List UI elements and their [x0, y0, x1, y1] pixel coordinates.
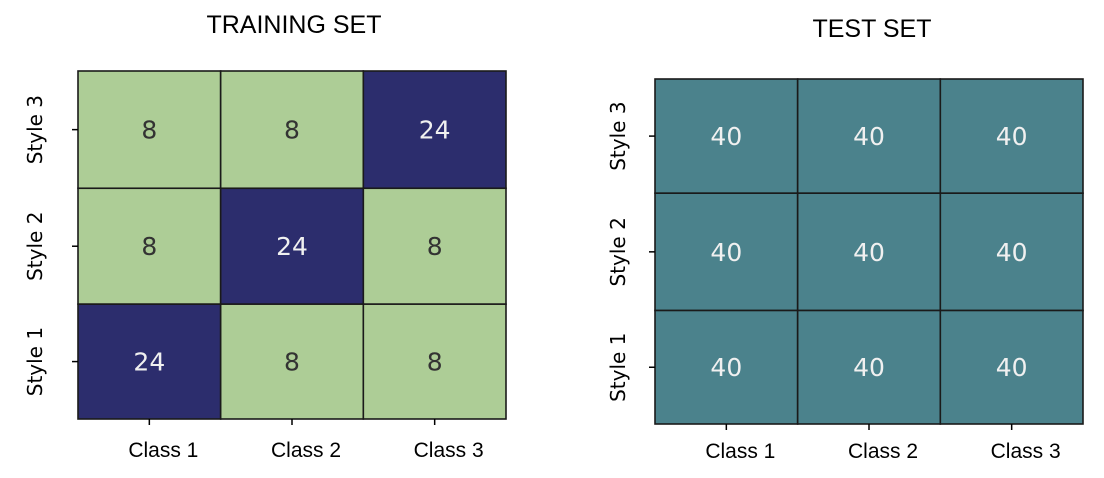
y-tick-label: Style 1	[606, 333, 630, 402]
heatmap-cell	[362, 70, 507, 190]
heatmap-cell	[796, 192, 942, 312]
heatmap-cell	[796, 309, 942, 425]
cell-value-label: 8	[427, 232, 443, 261]
cell-value-label: 40	[710, 353, 742, 382]
test-set-heatmap: 40 40 40 40 40 40 40 40 40 Class 1 Class 2 Class 3 S…	[606, 78, 1084, 463]
heatmap-cell	[219, 187, 365, 305]
y-tick-label: Style 3	[23, 95, 47, 164]
test-set-title: TEST SET	[812, 15, 931, 43]
cell-value-label: 40	[996, 122, 1028, 151]
heatmap-cell	[362, 187, 507, 305]
x-tick-label: Class 2	[271, 439, 341, 462]
heatmap-cell	[939, 309, 1084, 425]
cell-value-label: 24	[133, 348, 165, 377]
cell-value-label: 8	[284, 116, 300, 145]
cell-value-label: 8	[141, 232, 157, 261]
cell-value-label: 40	[853, 238, 885, 267]
heatmap-cell	[654, 78, 799, 194]
cell-value-label: 8	[284, 348, 300, 377]
y-tick-label: Style 2	[23, 212, 47, 281]
x-tick-label: Class 3	[414, 439, 484, 462]
cell-value-label: 24	[419, 116, 451, 145]
cell-value-label: 40	[853, 353, 885, 382]
heatmap-cell	[939, 78, 1084, 194]
heatmap-cell	[939, 192, 1084, 312]
x-tick-label: Class 2	[848, 440, 918, 463]
y-tick-label: Style 2	[606, 217, 630, 286]
training-set-heatmap: 8 8 24 8 24 8 24 8 8 Class 1 Class 2 Class 3 Style 3…	[23, 70, 507, 462]
cell-value-label: 24	[276, 232, 308, 261]
cell-value-label: 40	[710, 122, 742, 151]
y-tick-label: Style 1	[23, 327, 47, 396]
heatmap-cell	[77, 70, 222, 190]
x-tick-label: Class 3	[991, 440, 1061, 463]
cell-value-label: 8	[141, 116, 157, 145]
heatmap-cell	[796, 78, 942, 194]
y-tick-label: Style 3	[606, 101, 630, 170]
cell-value-label: 40	[996, 353, 1028, 382]
cell-value-label: 40	[996, 238, 1028, 267]
x-tick-label: Class 1	[128, 439, 198, 462]
heatmap-cell	[219, 70, 365, 190]
x-tick-label: Class 1	[705, 440, 775, 463]
cell-value-label: 8	[427, 348, 443, 377]
heatmap-cell	[219, 303, 365, 420]
cell-value-label: 40	[710, 238, 742, 267]
heatmap-cell	[77, 187, 222, 305]
training-set-title: TRAINING SET	[206, 11, 381, 39]
cell-value-label: 40	[853, 122, 885, 151]
heatmap-cell	[654, 192, 799, 312]
